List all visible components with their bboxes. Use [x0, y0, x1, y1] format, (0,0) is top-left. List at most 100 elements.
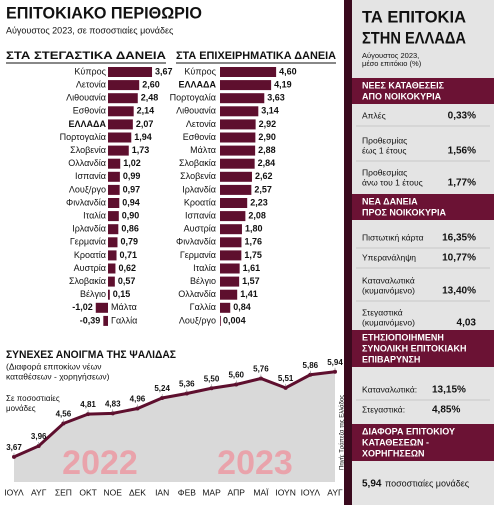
value-label: 5,36 — [179, 380, 195, 389]
value-label: 0,79 — [120, 237, 138, 247]
row-label: έως 1 έτους — [362, 145, 406, 155]
bar — [108, 106, 134, 117]
category-label: Γερμανία — [70, 237, 106, 247]
category-label: Λιθουανία — [176, 106, 216, 116]
x-tick-label: ΙΟΥΛ — [4, 487, 24, 497]
section-heading: ΝΕΕΣ ΚΑΤΑΘΕΣΕΙΣ — [362, 80, 445, 90]
category-label: Λετονία — [186, 119, 216, 129]
category-label: Αυστρία — [74, 263, 106, 273]
bar — [108, 171, 120, 182]
x-tick-label: ΑΠΡ — [227, 487, 245, 497]
x-tick-label: ΙΟΥΛ — [301, 487, 321, 497]
value-label: 2,62 — [255, 171, 273, 181]
bar — [220, 93, 265, 104]
row-label: (κυμαινόμενο) — [362, 317, 415, 327]
section-heading: ΔΙΑΦΟΡΑ ΕΠΙΤΟΚΙΟΥ — [362, 426, 455, 436]
section-heading: ΝΕΑ ΔΑΝΕΙΑ — [362, 196, 418, 206]
bar — [220, 315, 221, 326]
point — [36, 444, 41, 448]
value-label: -0,39 — [80, 315, 101, 325]
bar — [220, 211, 246, 222]
value-label: 1,61 — [243, 263, 261, 273]
bar — [220, 67, 277, 77]
bar — [108, 263, 116, 274]
category-label: ΕΛΛΑΔΑ — [69, 119, 107, 129]
point — [184, 391, 189, 396]
value-label: 5,51 — [278, 374, 294, 383]
bar — [108, 145, 129, 156]
bar — [108, 224, 119, 235]
value-label: 3,67 — [155, 66, 173, 76]
value-label: 5,86 — [303, 361, 319, 370]
bar — [220, 276, 240, 287]
section-heading: ΑΠΟ ΝΟΙΚΟΚΥΡΙΑ — [362, 91, 442, 101]
section-heading: ΕΠΙΒΑΡΥΝΣΗ — [362, 354, 420, 364]
value-label: 1,94 — [134, 132, 152, 142]
row-label: Υπερανάληψη — [362, 252, 416, 262]
row-label: Καταναλωτικά — [362, 275, 415, 285]
category-label: Πορτογαλία — [170, 93, 216, 103]
bar — [108, 93, 138, 104]
category-label: Λουξ/ργο — [69, 184, 106, 194]
category-label: Λιθουανία — [66, 93, 106, 103]
point — [209, 386, 214, 391]
value-label: 2,14 — [137, 106, 155, 116]
value-label: 5,76 — [253, 365, 269, 374]
point — [308, 372, 313, 377]
bar — [220, 224, 242, 235]
title: ΕΠΙΤΟΚΙΑΚΟ ΠΕΡΙΘΩΡΙΟ — [6, 3, 202, 22]
category-label: Μάλτα — [111, 302, 137, 312]
bar — [220, 158, 255, 169]
point — [86, 412, 91, 417]
point — [160, 396, 165, 400]
section-heading: ΚΑΤΑΘΕΣΕΩΝ - — [362, 437, 429, 447]
panel-subtitle: μέσο επιτόκιο (%) — [362, 59, 422, 68]
category-label: Λετονία — [76, 79, 106, 89]
value-label: 1,75 — [244, 250, 262, 260]
value-label: 0,57 — [118, 276, 136, 286]
section-heading: ΣΥΝΟΛΙΚΗ ΕΠΙΤΟΚΙΑΚΗ — [362, 343, 467, 353]
panel-title: ΤΑ ΕΠΙΤΟΚΙΑ — [362, 7, 466, 26]
bar — [220, 237, 242, 248]
category-label: Ιρλανδία — [72, 224, 106, 234]
value-label: 0,71 — [120, 250, 138, 260]
bar — [220, 198, 248, 208]
row-label: Προθεσμίας — [362, 135, 407, 145]
bar — [220, 80, 272, 91]
value-label: 0,84 — [233, 302, 251, 312]
value-label: 2,08 — [248, 210, 266, 220]
axis-label: μονάδες — [6, 404, 36, 413]
value-label: 2,07 — [136, 119, 154, 129]
bar — [108, 132, 132, 143]
category-label: Ιταλία — [83, 210, 106, 220]
row-value: 4,03 — [457, 318, 477, 329]
x-tick-label: ΝΟΕ — [104, 487, 123, 497]
section-header — [352, 194, 494, 220]
value-label: 2,88 — [258, 145, 276, 155]
value-label: 2,60 — [142, 79, 160, 89]
chart-subtitle: (Διαφορά επιτοκίων νέων — [6, 361, 101, 371]
value-label: 3,63 — [267, 93, 285, 103]
value-label: 4,96 — [130, 395, 146, 404]
bar — [108, 67, 153, 77]
x-tick-label: ΑΥΓ — [327, 487, 343, 497]
category-label: Ολλανδία — [68, 158, 106, 168]
value-label: 4,81 — [80, 400, 96, 409]
row-value: 10,77% — [442, 253, 476, 264]
value-label: 0,15 — [113, 289, 131, 299]
category-label: Εσθονία — [183, 132, 216, 142]
row-label: Καταναλωτικά: — [362, 384, 417, 394]
value-label: 5,60 — [228, 371, 244, 380]
value-label: 1,57 — [242, 276, 260, 286]
value-label: 0,99 — [123, 171, 141, 181]
category-label: Φινλανδία — [66, 197, 106, 207]
row-label: (κυμαινόμενο) — [362, 285, 415, 295]
bar — [220, 302, 231, 313]
category-label: Κύπρος — [184, 66, 216, 76]
value-label: 4,56 — [56, 410, 72, 419]
category-label: Κροατία — [184, 197, 216, 207]
bar — [108, 198, 120, 208]
point — [283, 385, 288, 390]
row-label: Πιστωτική κάρτα — [362, 232, 424, 242]
bar — [103, 315, 108, 326]
